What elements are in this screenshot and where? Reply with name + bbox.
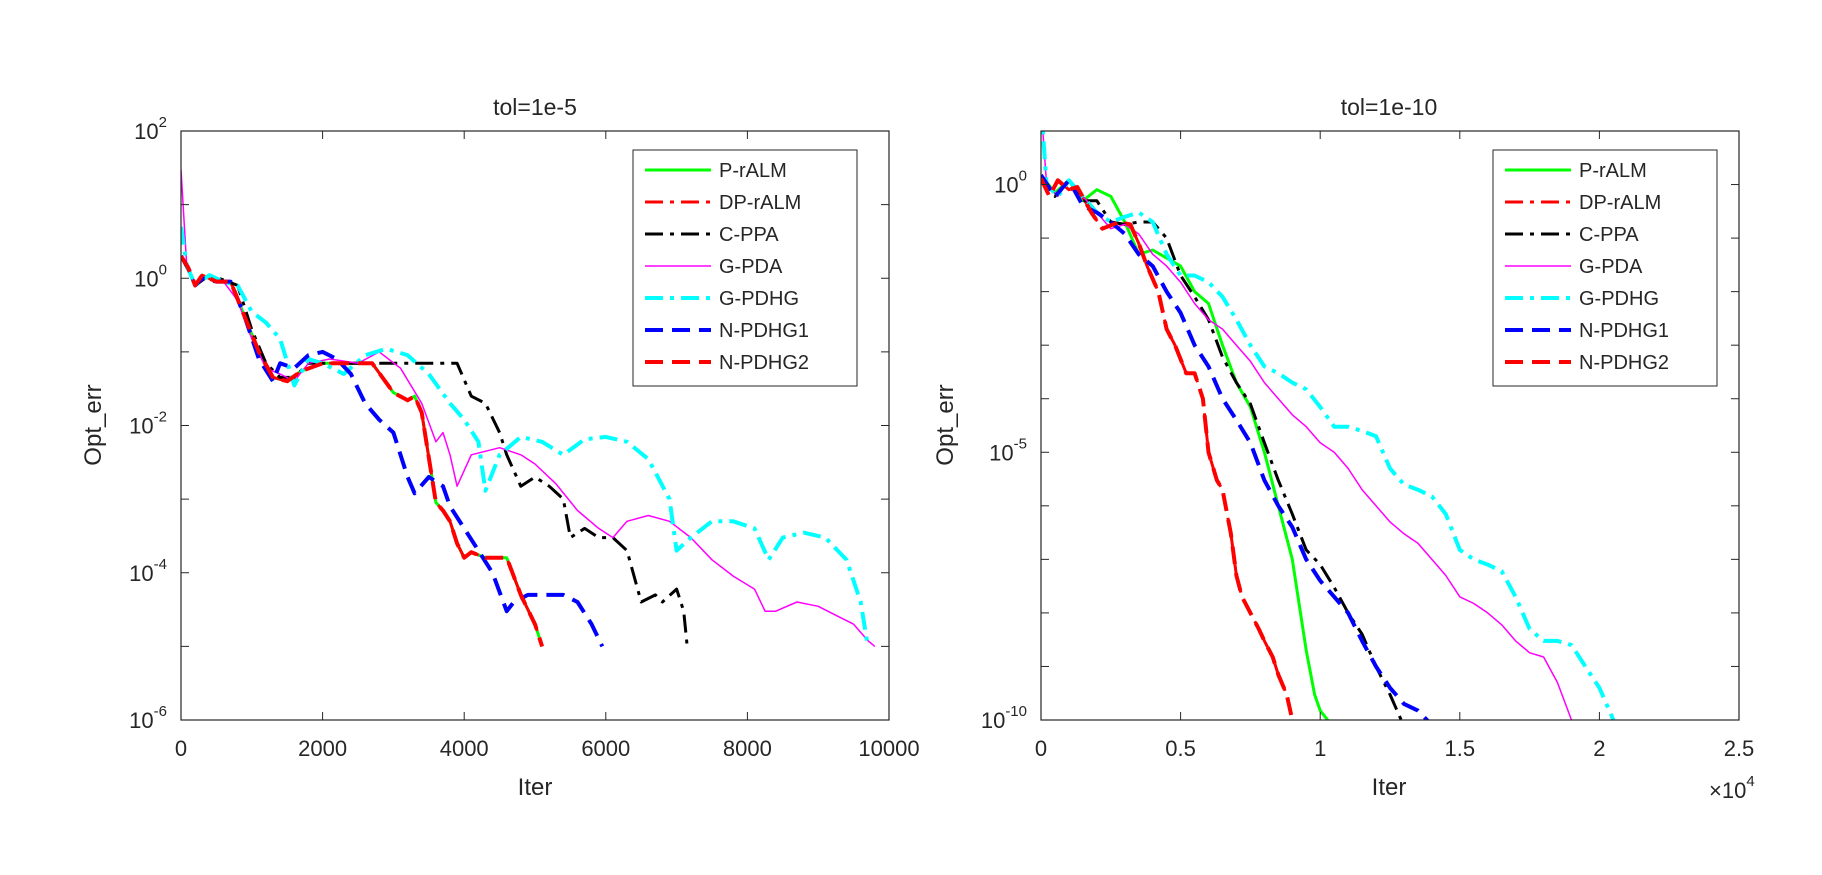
right-series-line [1041,174,1330,720]
y-tick-label: 10-4 [129,556,167,586]
x-tick-label: 6000 [581,736,630,761]
right-chart-title: tol=1e-10 [1341,94,1438,120]
x-tick-label: 2000 [298,736,347,761]
x-tick-label: 0 [175,736,187,761]
left-series-group [181,169,876,648]
legend-label: DP-rALM [1579,192,1661,214]
legend-label: DP-rALM [719,192,801,214]
x-tick-label: 0 [1035,736,1047,761]
left-series-line [181,255,689,647]
left-chart-title: tol=1e-5 [493,94,577,120]
right-series-group [1041,131,1616,720]
left-x-ticks: 0 2000 4000 6000 8000 10000 [175,131,920,761]
x-tick-label: 0.5 [1165,736,1196,761]
y-tick-label: 102 [134,114,167,144]
left-legend-box [632,149,858,387]
x-tick-label: 10000 [858,736,919,761]
right-x-axis-label: Iter [1372,774,1407,801]
right-axes-box [1040,130,1740,721]
right-y-axis-label: Opt_err [932,384,959,465]
right-x-ticks: 0 0.5 1 1.5 2 2.5 [1035,131,1754,761]
legend-label: P-rALM [1579,160,1647,182]
left-y-ticks: 10-6 10-4 10-2 100 102 [129,114,889,733]
x-tick-label: 8000 [723,736,772,761]
x-tick-label: 1.5 [1445,736,1476,761]
legend-label: N-PDHG2 [719,352,809,374]
legend-label: N-PDHG2 [1579,352,1669,374]
left-legend: P-rALM DP-rALM C-PPA G-PDA G-PDHG N-PDHG1 N-PD… [632,149,858,387]
x-tick-label: 2 [1593,736,1605,761]
y-tick-label: 100 [134,261,167,291]
right-legend-box [1492,149,1718,387]
y-tick-label: 100 [994,168,1027,198]
y-tick-label: 10-2 [129,409,167,439]
legend-label: P-rALM [719,160,787,182]
y-tick-label: 10-5 [989,435,1027,465]
left-y-axis-label: Opt_err [80,384,107,465]
left-chart-panel: tol=1e-5 0 2000 4000 6000 8000 10000 10-6 10-4… [80,94,920,801]
left-series-line [181,226,870,647]
legend-label: G-PDA [1579,256,1643,278]
legend-label: N-PDHG1 [1579,320,1669,342]
legend-label: C-PPA [1579,224,1639,246]
x-tick-label: 1 [1314,736,1326,761]
right-series-line [1041,177,1295,720]
legend-label: G-PDA [719,256,783,278]
legend-label: G-PDHG [719,288,799,310]
right-legend: P-rALM DP-rALM C-PPA G-PDA G-PDHG N-PDHG1 N-PD… [1492,149,1718,387]
left-x-axis-label: Iter [518,774,553,801]
legend-label: C-PPA [719,224,779,246]
x-tick-label: 2.5 [1724,736,1755,761]
left-series-line [181,255,545,648]
right-series-line [1041,174,1403,720]
x-tick-label: 4000 [440,736,489,761]
right-x-multiplier: ×104 [1709,773,1755,803]
right-y-ticks: 10-10 10-5 100 [981,130,1739,733]
right-series-line [1041,131,1616,720]
x-axis-multiplier-label: ×104 [1709,773,1755,803]
legend-label: G-PDHG [1579,288,1659,310]
y-tick-label: 10-10 [981,703,1027,733]
legend-label: N-PDHG1 [719,320,809,342]
right-chart-panel: tol=1e-10 0 0.5 1 1.5 2 2.5 10-10 10-5 100 Iter… [932,94,1755,803]
y-tick-label: 10-6 [129,703,167,733]
